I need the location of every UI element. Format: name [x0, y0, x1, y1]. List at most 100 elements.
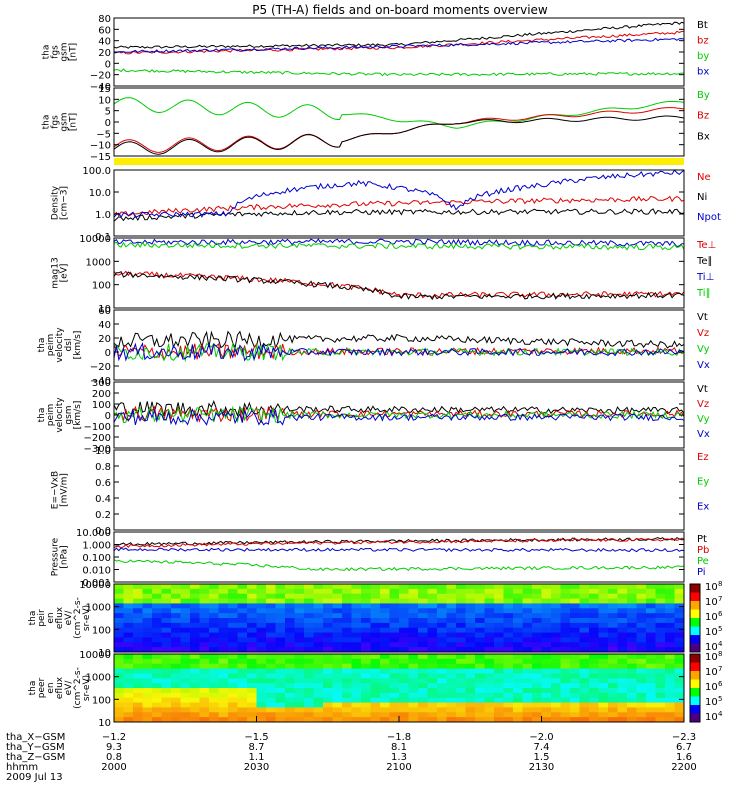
heatmap-cell	[294, 618, 305, 624]
heatmap-cell	[608, 692, 618, 699]
heatmap-cell	[285, 632, 295, 638]
heatmap-cell	[437, 598, 447, 604]
heatmap-cell	[123, 668, 134, 674]
heatmap-cell	[532, 622, 542, 629]
heatmap-cell	[199, 627, 210, 634]
heatmap-cell	[636, 613, 647, 619]
heatmap-cell	[313, 712, 324, 718]
heatmap-cell	[285, 668, 295, 674]
heatmap-cell	[456, 712, 466, 718]
heatmap-cell	[484, 673, 495, 679]
colorbar-segment	[690, 679, 700, 689]
heatmap-cell	[475, 618, 485, 624]
heatmap-cell	[190, 668, 200, 674]
heatmap-cell	[570, 717, 580, 723]
heatmap-cell	[551, 647, 561, 653]
heatmap-cell	[370, 627, 381, 634]
heatmap-cell	[323, 598, 333, 604]
heatmap-cell	[399, 717, 409, 723]
heatmap-cell	[674, 608, 685, 614]
heatmap-cell	[123, 683, 134, 689]
heatmap-cell	[294, 632, 305, 638]
heatmap-cell	[408, 688, 419, 694]
heatmap-cell	[503, 608, 514, 614]
heatmap-cell	[361, 588, 371, 595]
heatmap-cell	[627, 702, 637, 708]
heatmap-cell	[589, 647, 599, 653]
heatmap-cell	[228, 702, 238, 708]
heatmap-cell	[475, 692, 485, 699]
heatmap-cell	[655, 588, 666, 595]
heatmap-cell	[655, 637, 666, 643]
heatmap-cell	[579, 654, 590, 660]
y-tick-label: 1000	[86, 603, 111, 614]
heatmap-cell	[389, 707, 400, 713]
heatmap-cell	[209, 608, 219, 614]
heatmap-cell	[370, 683, 381, 689]
heatmap-cell	[560, 717, 571, 723]
heatmap-cell	[465, 588, 476, 595]
heatmap-cell	[294, 702, 305, 708]
heatmap-cell	[342, 702, 352, 708]
heatmap-cell	[570, 622, 580, 629]
x-axis-row-label: tha_X−GSM	[6, 732, 65, 743]
heatmap-cell	[513, 717, 523, 723]
heatmap-cell	[323, 658, 333, 665]
heatmap-cell	[484, 593, 495, 600]
heatmap-cell	[171, 678, 181, 684]
y-tick-label: 100	[92, 281, 111, 292]
heatmap-cell	[437, 613, 447, 619]
heatmap-cell	[152, 637, 162, 643]
heatmap-cell	[570, 707, 580, 713]
heatmap-cell	[589, 688, 599, 694]
heatmap-cell	[646, 642, 656, 648]
heatmap-cell	[323, 584, 333, 590]
heatmap-cell	[456, 692, 466, 699]
heatmap-cell	[285, 588, 295, 595]
heatmap-cell	[266, 642, 276, 648]
heatmap-cell	[627, 717, 637, 723]
heatmap-cell	[551, 608, 561, 614]
heatmap-cell	[199, 608, 210, 614]
heatmap-cell	[361, 663, 371, 670]
heatmap-cell	[427, 618, 438, 624]
heatmap-cell	[646, 613, 656, 619]
heatmap-cell	[446, 603, 457, 609]
heatmap-cell	[304, 584, 314, 590]
heatmap-cell	[503, 717, 514, 723]
heatmap-cell	[199, 702, 210, 708]
heatmap-cell	[237, 678, 248, 684]
y-tick-label: −40	[90, 376, 111, 387]
heatmap-cell	[484, 707, 495, 713]
y-tick-label: 15	[98, 84, 111, 95]
heatmap-cell	[665, 712, 675, 718]
heatmap-cell	[646, 603, 656, 609]
heatmap-cell	[399, 673, 409, 679]
heatmap-cell	[237, 598, 248, 604]
heatmap-cell	[570, 584, 580, 590]
heatmap-cell	[332, 608, 343, 614]
heatmap-cell	[228, 663, 238, 670]
heatmap-cell	[560, 654, 571, 660]
heatmap-cell	[541, 637, 552, 643]
heatmap-cell	[665, 598, 675, 604]
heatmap-cell	[627, 598, 637, 604]
heatmap-cell	[323, 588, 333, 595]
heatmap-cell	[285, 584, 295, 590]
legend-label: Ti∥	[696, 288, 711, 299]
heatmap-cell	[446, 712, 457, 718]
y-tick-label: 0.2	[95, 510, 111, 521]
y-axis-label: tha	[42, 45, 52, 60]
heatmap-cell	[399, 627, 409, 634]
heatmap-cell	[228, 683, 238, 689]
heatmap-cell	[456, 683, 466, 689]
heatmap-cell	[313, 603, 324, 609]
heatmap-cell	[380, 658, 390, 665]
heatmap-cell	[646, 712, 656, 718]
heatmap-cell	[171, 642, 181, 648]
heatmap-cell	[351, 642, 362, 648]
heatmap-cell	[437, 622, 447, 629]
y-tick-label: 0.0	[95, 526, 111, 537]
heatmap-cell	[427, 717, 438, 723]
heatmap-cell	[380, 697, 390, 704]
